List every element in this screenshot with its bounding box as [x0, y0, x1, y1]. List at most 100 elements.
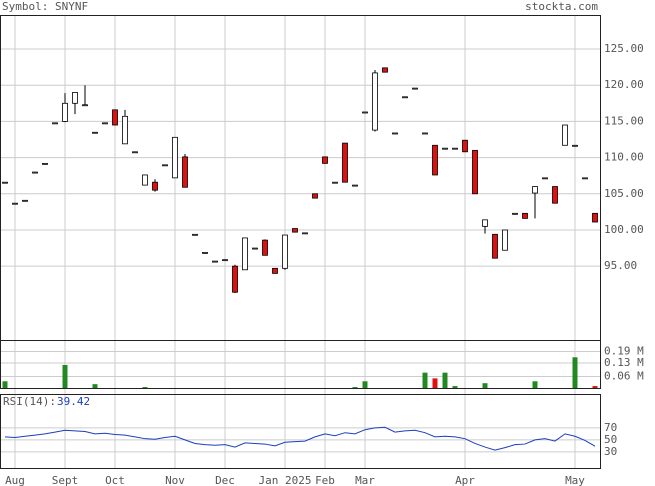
rsi-label: RSI(14):	[3, 395, 56, 408]
y-tick-label: 120.00	[604, 78, 644, 91]
volume-bar	[572, 357, 578, 388]
candle-body	[62, 102, 68, 122]
candle-body	[592, 212, 598, 223]
candle-body	[372, 72, 378, 131]
candle-body	[262, 239, 268, 256]
volume-bar	[362, 381, 368, 388]
y-tick-label: 110.00	[604, 151, 644, 164]
volume-bar	[432, 378, 438, 388]
candle-body	[332, 181, 338, 184]
candle-body	[452, 147, 458, 150]
candle-body	[542, 177, 548, 180]
candle-body	[82, 104, 88, 107]
x-tick-label: Oct	[105, 474, 125, 486]
candle-body	[252, 247, 258, 250]
x-tick-label: Nov	[165, 474, 185, 486]
x-tick-label: Sept	[52, 474, 79, 486]
price-panel	[0, 15, 601, 341]
candle-body	[432, 144, 438, 176]
candle-body	[442, 147, 448, 150]
candle-body	[302, 232, 308, 235]
candle-body	[122, 115, 128, 145]
volume-bar	[592, 386, 598, 388]
volume-bar	[352, 387, 358, 388]
rsi-value: 39.42	[57, 395, 90, 408]
candle-body	[312, 193, 318, 199]
candle-body	[342, 142, 348, 183]
y-tick-label: 95.00	[604, 259, 637, 272]
candle-body	[212, 260, 218, 263]
volume-bar	[142, 387, 148, 388]
candle-body	[412, 87, 418, 90]
candle-body	[322, 156, 328, 164]
candle-body	[232, 265, 238, 293]
x-tick-label: May	[565, 474, 585, 486]
y-tick-label: 125.00	[604, 42, 644, 55]
candle-body	[392, 132, 398, 135]
candle-body	[12, 202, 18, 205]
symbol: Symbol: SNYNF	[2, 0, 88, 13]
candle-body	[72, 92, 78, 104]
volume-bar	[92, 384, 98, 388]
candle-body	[172, 136, 178, 179]
x-tick-label: Aug	[5, 474, 25, 486]
x-tick-label: Feb	[315, 474, 335, 486]
site: stockta.com	[525, 0, 598, 13]
candle-body	[462, 139, 468, 153]
candle-body	[362, 111, 368, 114]
candle-body	[102, 122, 108, 125]
candle-body	[532, 186, 538, 194]
y-tick-label: 105.00	[604, 187, 644, 200]
candle-body	[52, 122, 58, 125]
candle-body	[142, 174, 148, 186]
x-tick-label: Apr	[455, 474, 475, 486]
volume-bar	[422, 372, 428, 388]
volume-bar	[482, 383, 488, 388]
y-tick-label: 100.00	[604, 223, 644, 236]
candle-body	[382, 67, 388, 73]
candle-body	[192, 233, 198, 236]
candle-body	[402, 96, 408, 99]
y-tick-label: 0.13 M	[604, 356, 644, 369]
x-tick-label: Jan 2025	[259, 474, 312, 486]
candle-body	[242, 237, 248, 271]
rsi-panel	[0, 394, 601, 469]
y-tick-label: 70	[604, 421, 617, 434]
candle-body	[132, 151, 138, 154]
candle-body	[492, 233, 498, 259]
volume-bar	[2, 381, 8, 388]
candle-body	[222, 259, 228, 262]
y-tick-label: 30	[604, 445, 617, 458]
volume-bar	[452, 386, 458, 388]
volume-bar	[532, 381, 538, 388]
y-tick-label: 0.06 M	[604, 369, 644, 382]
candle-body	[512, 212, 518, 215]
volume-panel	[0, 340, 601, 389]
x-tick-label: Mar	[355, 474, 375, 486]
rsi-line	[4, 426, 596, 451]
candle-body	[502, 229, 508, 251]
volume-bar	[62, 364, 68, 388]
candle-body	[352, 184, 358, 187]
candle-body	[182, 156, 188, 188]
candle-body	[472, 149, 478, 195]
candle-body	[32, 171, 38, 174]
candle-body	[482, 219, 488, 227]
candle-body	[162, 164, 168, 167]
candle-body	[522, 212, 528, 219]
y-tick-label: 115.00	[604, 114, 644, 127]
candle-body	[552, 186, 558, 204]
candle-body	[422, 132, 428, 135]
candle-body	[92, 131, 98, 134]
candle-body	[112, 109, 118, 126]
candle-body	[562, 124, 568, 146]
candle-body	[282, 234, 288, 269]
candle-body	[582, 177, 588, 180]
candle-body	[292, 228, 298, 233]
candle-body	[572, 144, 578, 147]
candle-body	[202, 252, 208, 254]
candle-body	[22, 199, 28, 202]
y-tick-label: 0.19 M	[604, 345, 644, 358]
x-tick-label: Dec	[215, 474, 235, 486]
